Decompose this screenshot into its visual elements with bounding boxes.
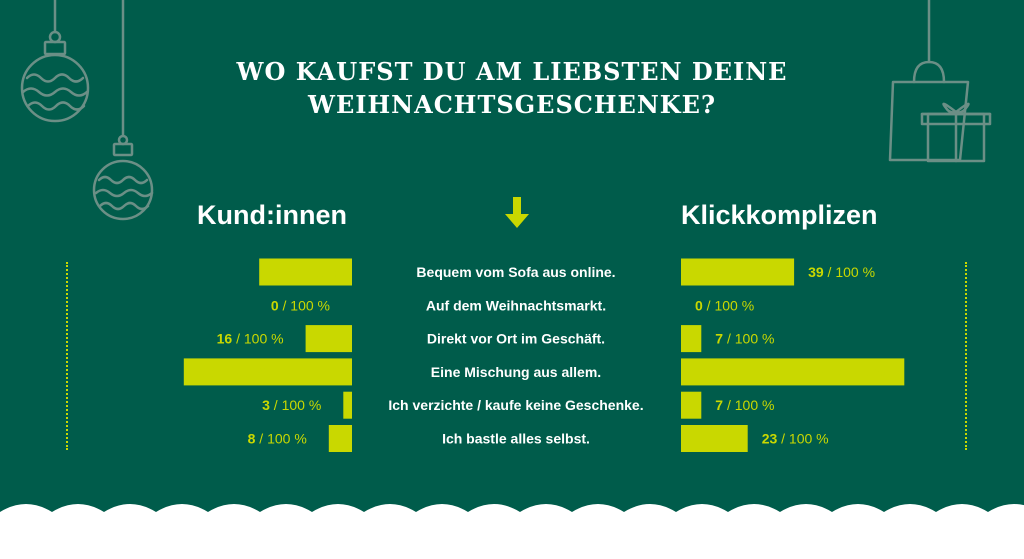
value-label-right: 7 / 100 %	[715, 397, 774, 413]
gift-icon	[920, 102, 992, 163]
value-label-left: 16 / 100 %	[217, 331, 284, 347]
category-label: Direkt vor Ort im Geschäft.	[427, 331, 605, 347]
title-line-2: WEIHNACHTSGESCHENKE?	[307, 90, 717, 119]
bar-left	[183, 358, 352, 386]
dotted-divider-left	[66, 262, 68, 450]
value-label-left: 3 / 100 %	[262, 397, 321, 413]
value-label-left: 0 / 100 %	[271, 297, 330, 313]
bar-right	[681, 425, 748, 452]
category-label: Ich verzichte / kaufe keine Geschenke.	[388, 397, 643, 413]
value-label-left: 8 / 100 %	[248, 431, 307, 447]
bar-left	[305, 325, 352, 353]
value-label-right: 39 / 100 %	[808, 264, 875, 280]
value-label-right: 23 / 100 %	[762, 431, 829, 447]
wave-shape	[0, 504, 1024, 559]
value-label-right: 77 / 100 %	[819, 364, 886, 380]
arrow-down-icon	[505, 197, 529, 228]
category-label: Bequem vom Sofa aus online.	[416, 264, 615, 280]
dotted-divider-right	[965, 262, 967, 450]
bar-right	[681, 391, 702, 419]
value-label-right: 7 / 100 %	[715, 331, 774, 347]
bar-right	[681, 325, 702, 353]
ornament-icon	[20, 0, 90, 123]
bar-right	[681, 258, 795, 286]
value-label-left: 58 / 100 %	[202, 364, 269, 380]
category-label: Auf dem Weihnachtsmarkt.	[426, 297, 606, 313]
value-label-right: 0 / 100 %	[695, 297, 754, 313]
bar-left	[343, 391, 352, 419]
category-label: Ich bastle alles selbst.	[442, 431, 590, 447]
bar-right	[681, 358, 905, 386]
category-label: Eine Mischung aus allem.	[431, 364, 601, 380]
series-heading-left: Kund:innen	[197, 200, 347, 230]
series-heading-right: Klickkomplizen	[681, 200, 878, 230]
value-label-left: 32 / 100 %	[277, 264, 344, 280]
title-line-1: WO KAUFST DU AM LIEBSTEN DEINE	[236, 57, 788, 86]
ornament-icon	[92, 0, 154, 221]
bar-left	[328, 425, 352, 452]
bar-left	[259, 258, 352, 286]
